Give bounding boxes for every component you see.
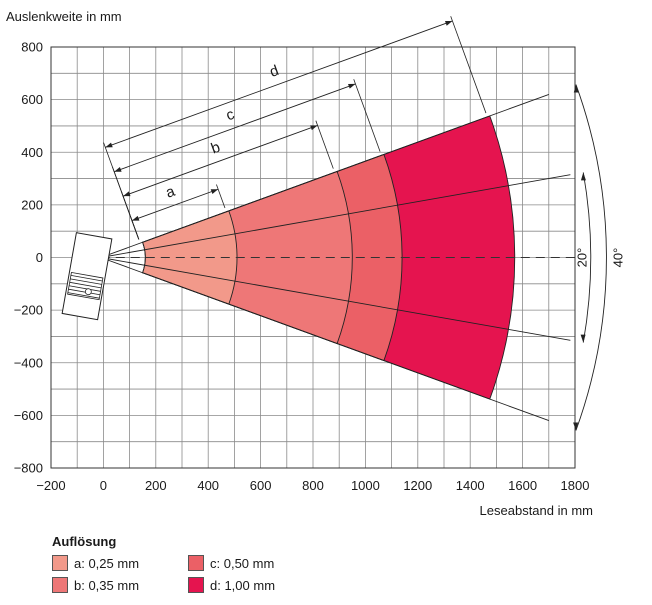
x-tick-label: 600 [250,478,272,493]
dimension-arrow-d [444,20,453,26]
extension-line-b [315,120,334,169]
extension-line-d [103,142,140,240]
dimension-arrow-a [131,215,140,221]
y-tick-label: 800 [21,40,43,55]
x-tick-label: 1400 [456,478,485,493]
x-tick-label: 1200 [403,478,432,493]
y-axis-label: Auslenkweite in mm [6,9,122,24]
scanner-lens [84,288,92,296]
beam-ray [100,257,571,341]
angle-20-label: 20° [575,248,590,268]
dimension-arrow-b [310,125,318,131]
tick-labels: −200 0 200 400 600 800 1000 1200 1400 1600 1800 800… [14,40,590,494]
beam-ray [100,174,571,258]
legend-label-a: a: 0,25 mm [74,555,140,571]
extension-line-c [353,79,381,152]
scanner-grille-line [69,281,102,289]
scanner-grille-line [70,275,103,282]
dimension-arrow-d [105,142,113,148]
dimension-label-d: d [267,62,281,81]
angle-20-arrow [580,334,586,343]
angle-40-arrow [573,422,579,431]
dimension-label-b: b [209,139,223,158]
scanner-icon [61,232,113,321]
dimension-line-c [114,83,356,173]
legend-item-a: a: 0,25 mm [52,555,188,571]
scanner-grille-line [70,278,102,285]
plot-frame [50,46,576,469]
angle-20-arc [582,172,592,343]
dimension-arrow-c [114,167,122,172]
scanner-grille-line [67,292,100,299]
dimension-label-a: a [164,183,178,202]
angle-dimensions: 40° 20° [573,84,625,431]
legend-swatch-b [52,577,68,593]
x-tick-label: 1000 [351,478,380,493]
scanner-device [61,232,113,321]
scanner-grille-line [68,288,101,296]
dimension-label-c: c [224,106,237,125]
y-tick-label: 600 [21,92,43,107]
x-axis-label: Leseabstand in mm [480,503,593,518]
x-tick-label: 0 [100,478,107,493]
legend-item-c: c: 0,50 mm [188,555,328,571]
y-tick-label: −400 [14,355,43,370]
y-tick-label: −200 [14,303,43,318]
y-tick-label: −600 [14,408,43,423]
beam-rays [100,93,575,422]
legend: Auflösung a: 0,25 mm c: 0,50 mm b: 0,35 … [52,534,328,593]
legend-swatch-d [188,577,204,593]
y-tick-label: 400 [21,145,43,160]
y-tick-label: −800 [14,461,43,476]
legend-swatch-c [188,555,204,571]
angle-40-arc [575,84,607,431]
reading-field-chart: Auslenkweite in mm Leseabstand in mm a bc… [6,9,625,518]
x-tick-label: 1600 [508,478,537,493]
dimension-line-d [105,20,453,148]
dimension-line-a [131,188,219,222]
reading-field-a [142,210,238,305]
legend-label-b: b: 0,35 mm [74,577,140,593]
x-tick-label: 400 [197,478,219,493]
x-tick-label: 800 [302,478,324,493]
dimension-arrow-c [348,83,356,89]
y-tick-label: 0 [36,250,43,265]
scanner-grille-line [69,285,101,292]
x-tick-label: −200 [36,478,65,493]
extension-line-d [450,16,487,114]
beam-ray [100,93,550,258]
angle-40-arrow [573,84,579,93]
dimension-line-b [122,124,318,197]
legend-label-c: c: 0,50 mm [210,555,275,571]
extension-line-a [216,184,226,209]
x-tick-label: 1800 [561,478,590,493]
legend-title: Auflösung [52,534,117,549]
legend-items: a: 0,25 mm c: 0,50 mm b: 0,35 mm d: 1,00… [52,555,328,593]
angle-20-arrow [580,172,586,181]
beam-ray [100,257,550,422]
dimension-arrow-a [210,189,219,194]
dimension-arrow-b [123,191,131,197]
angle-40-label: 40° [610,248,625,268]
x-tick-label: 200 [145,478,167,493]
legend-item-b: b: 0,35 mm [52,577,188,593]
legend-swatch-a [52,555,68,571]
y-tick-label: 200 [21,197,43,212]
distance-dimensions: a bc d [103,16,487,240]
legend-label-d: d: 1,00 mm [210,577,276,593]
legend-item-d: d: 1,00 mm [188,577,328,593]
